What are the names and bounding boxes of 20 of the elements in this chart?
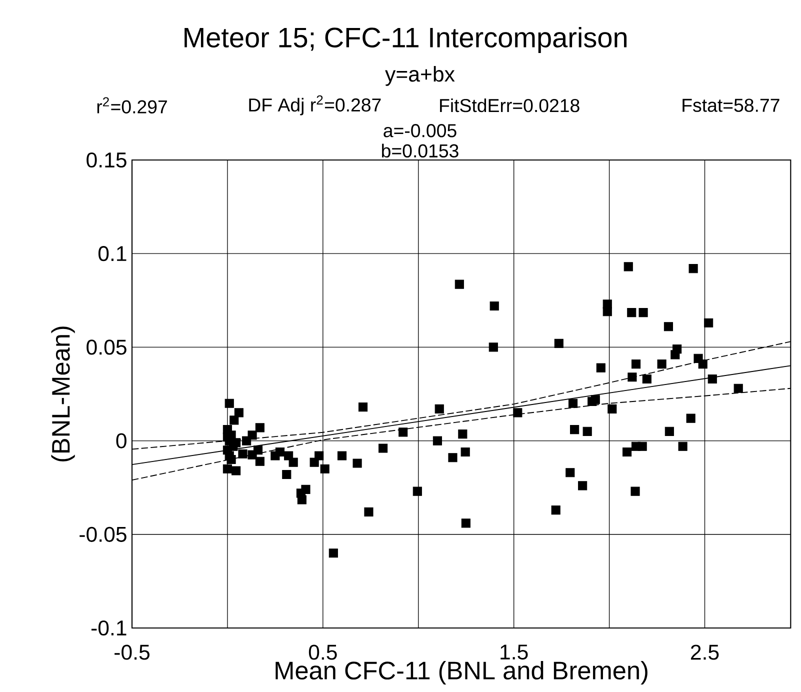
chart-subtitle: y=a+bx: [385, 66, 455, 86]
x-tick-label: 0.5: [308, 644, 337, 660]
text: DF Adj r$^{2}$=0.287: [249, 95, 381, 116]
x-tick-label: -0.5: [114, 644, 150, 660]
chart-title: Meteor 15; CFC-11 Intercomparison: [184, 26, 627, 54]
x-tick-label: 2.5: [690, 644, 719, 660]
text: a=-0.005: [384, 124, 456, 138]
text: r$^{2}$=0.297: [97, 97, 167, 114]
text: FitStdErr=0.0218: [440, 98, 580, 112]
x-axis-title: Mean CFC-11 (BNL and Bremen): [276, 660, 648, 685]
text: b=0.0153: [382, 144, 458, 158]
y-tick-label: 0: [116, 433, 126, 448]
y-axis-title: (BNL-Mean): [51, 326, 75, 462]
y-tick-label: 0.05: [86, 340, 126, 355]
y-tick-label: -0.1: [91, 620, 126, 636]
y-tick-label: -0.05: [80, 526, 126, 542]
text: Fstat=58.77: [682, 98, 780, 112]
y-tick-label: 0.15: [86, 152, 126, 168]
y-tick-label: 0.1: [98, 246, 126, 262]
x-tick-label: 1.5: [500, 644, 528, 660]
